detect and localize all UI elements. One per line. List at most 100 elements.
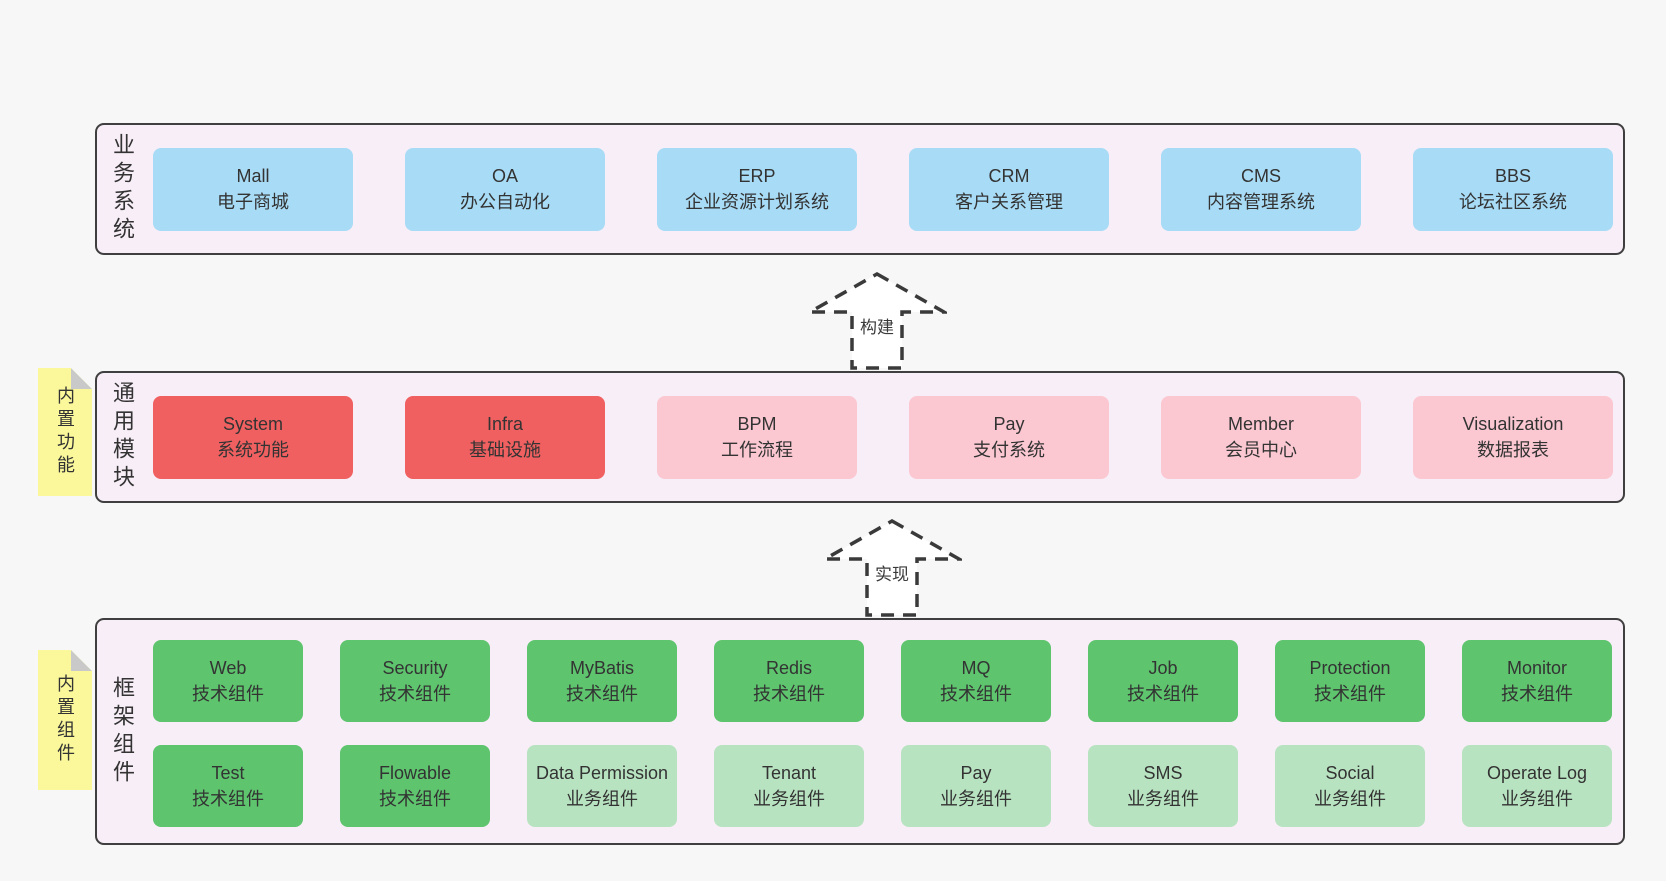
box-title: Web [209, 657, 247, 678]
business-systems-layer: 业务系统 Mall 电子商城 OA 办公自动化 ERP 企业资源计划系统 CRM… [95, 123, 1625, 255]
box-web: Web 技术组件 [153, 640, 303, 722]
dashed-up-arrow-icon: 实现 [822, 519, 962, 617]
box-subtitle: 技术组件 [940, 684, 1012, 704]
box-title: Tenant [761, 762, 817, 783]
business-boxes-row: Mall 电子商城 OA 办公自动化 ERP 企业资源计划系统 CRM 客户关系… [153, 125, 1615, 253]
built-in-components-tag-label: 内置组件 [55, 674, 75, 766]
box-title: Job [1148, 657, 1178, 678]
box-subtitle: 企业资源计划系统 [685, 192, 829, 212]
box-title: Member [1227, 413, 1294, 434]
box-monitor: Monitor 技术组件 [1462, 640, 1612, 722]
box-member: Member 会员中心 [1161, 395, 1361, 479]
box-title: OA [491, 165, 518, 186]
box-bpm: BPM 工作流程 [657, 395, 857, 479]
box-subtitle: 技术组件 [1127, 684, 1199, 704]
box-subtitle: 技术组件 [566, 684, 638, 704]
box-title: Protection [1309, 657, 1391, 678]
box-title: Pay [960, 762, 992, 783]
box-subtitle: 基础设施 [469, 440, 541, 460]
box-subtitle: 会员中心 [1225, 440, 1297, 460]
box-title: Infra [486, 413, 524, 434]
box-crm: CRM 客户关系管理 [909, 147, 1109, 231]
implement-arrow: 实现 [822, 519, 962, 617]
box-tenant: Tenant 业务组件 [714, 745, 864, 827]
implement-arrow-label: 实现 [875, 565, 909, 584]
dashed-up-arrow-icon: 构建 [807, 272, 947, 370]
box-subtitle: 业务组件 [1127, 789, 1199, 809]
box-title: Visualization [1462, 413, 1564, 434]
box-visualization: Visualization 数据报表 [1413, 395, 1613, 479]
box-title: Redis [765, 657, 813, 678]
box-title: MQ [961, 657, 991, 678]
box-oa: OA 办公自动化 [405, 147, 605, 231]
box-social: Social 业务组件 [1275, 745, 1425, 827]
box-title: Mall [236, 165, 270, 186]
box-title: BBS [1494, 165, 1532, 186]
box-data-permission: Data Permission 业务组件 [527, 745, 677, 827]
box-operate-log: Operate Log 业务组件 [1462, 745, 1612, 827]
modules-boxes-row: System 系统功能 Infra 基础设施 BPM 工作流程 Pay 支付系统… [153, 373, 1615, 501]
box-title: CMS [1241, 165, 1281, 186]
box-subtitle: 技术组件 [379, 789, 451, 809]
box-subtitle: 电子商城 [217, 192, 289, 212]
box-title: Flowable [378, 762, 452, 783]
box-subtitle: 工作流程 [721, 440, 793, 460]
box-job: Job 技术组件 [1088, 640, 1238, 722]
box-pay: Pay 支付系统 [909, 395, 1109, 479]
box-title: Social [1325, 762, 1375, 783]
box-pay-component: Pay 业务组件 [901, 745, 1051, 827]
box-subtitle: 业务组件 [566, 789, 638, 809]
build-arrow-label: 构建 [860, 318, 894, 337]
box-erp: ERP 企业资源计划系统 [657, 147, 857, 231]
box-test: Test 技术组件 [153, 745, 303, 827]
box-mall: Mall 电子商城 [153, 147, 353, 231]
business-layer-label: 业务系统 [110, 133, 135, 245]
box-subtitle: 技术组件 [1314, 684, 1386, 704]
build-arrow: 构建 [807, 272, 947, 370]
box-subtitle: 数据报表 [1477, 440, 1549, 460]
box-subtitle: 系统功能 [217, 440, 289, 460]
components-layer-label: 框架组件 [110, 675, 135, 788]
box-title: Monitor [1506, 657, 1568, 678]
box-mybatis: MyBatis 技术组件 [527, 640, 677, 722]
box-security: Security 技术组件 [340, 640, 490, 722]
box-subtitle: 业务组件 [1501, 789, 1573, 809]
box-title: Test [211, 762, 245, 783]
framework-components-layer: 框架组件 Web 技术组件 Security 技术组件 MyBatis 技术组件… [95, 618, 1625, 845]
box-title: System [222, 413, 283, 434]
components-row-1: Web 技术组件 Security 技术组件 MyBatis 技术组件 Redi… [153, 640, 1612, 722]
components-row-2: Test 技术组件 Flowable 技术组件 Data Permission … [153, 745, 1612, 827]
box-flowable: Flowable 技术组件 [340, 745, 490, 827]
common-modules-layer: 通用模块 System 系统功能 Infra 基础设施 BPM 工作流程 Pay… [95, 371, 1625, 503]
box-subtitle: 技术组件 [753, 684, 825, 704]
built-in-features-tag: 内置功能 [38, 368, 92, 496]
box-subtitle: 内容管理系统 [1207, 192, 1315, 212]
box-redis: Redis 技术组件 [714, 640, 864, 722]
box-subtitle: 论坛社区系统 [1459, 192, 1567, 212]
box-bbs: BBS 论坛社区系统 [1413, 147, 1613, 231]
box-title: MyBatis [569, 657, 634, 678]
box-subtitle: 业务组件 [753, 789, 825, 809]
box-title: SMS [1143, 762, 1183, 783]
box-protection: Protection 技术组件 [1275, 640, 1425, 722]
box-subtitle: 业务组件 [940, 789, 1012, 809]
box-subtitle: 技术组件 [379, 684, 451, 704]
box-title: BPM [737, 413, 777, 434]
box-subtitle: 技术组件 [1501, 684, 1573, 704]
box-title: CRM [988, 165, 1030, 186]
box-sms: SMS 业务组件 [1088, 745, 1238, 827]
box-subtitle: 技术组件 [192, 789, 264, 809]
box-title: Operate Log [1486, 762, 1588, 783]
built-in-features-tag-label: 内置功能 [55, 386, 75, 478]
box-subtitle: 支付系统 [973, 440, 1045, 460]
box-mq: MQ 技术组件 [901, 640, 1051, 722]
box-cms: CMS 内容管理系统 [1161, 147, 1361, 231]
box-subtitle: 客户关系管理 [955, 192, 1063, 212]
built-in-components-tag: 内置组件 [38, 650, 92, 790]
box-title: Security [382, 657, 448, 678]
box-title: ERP [738, 165, 776, 186]
box-subtitle: 技术组件 [192, 684, 264, 704]
box-infra: Infra 基础设施 [405, 395, 605, 479]
components-rows: Web 技术组件 Security 技术组件 MyBatis 技术组件 Redi… [153, 640, 1612, 827]
